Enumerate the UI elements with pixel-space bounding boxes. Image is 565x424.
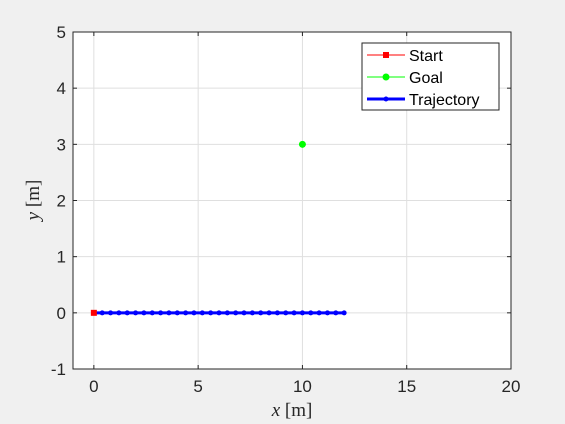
y-tick-label: -1	[51, 360, 66, 379]
trajectory-point	[166, 310, 171, 315]
trajectory-point	[225, 310, 230, 315]
legend-goal-marker	[383, 74, 390, 81]
trajectory-point	[200, 310, 205, 315]
y-tick-label: 2	[57, 192, 66, 211]
start-point	[91, 310, 97, 316]
trajectory-point	[342, 310, 347, 315]
legend-label-trajectory: Trajectory	[409, 92, 480, 109]
trajectory-point	[100, 310, 105, 315]
y-tick-label: 4	[57, 79, 66, 98]
goal-point	[299, 141, 306, 148]
trajectory-point	[175, 310, 180, 315]
trajectory-point	[275, 310, 280, 315]
trajectory-point	[325, 310, 330, 315]
y-axis-label: y [m]	[23, 180, 44, 223]
trajectory-point	[183, 310, 188, 315]
trajectory-point	[191, 310, 196, 315]
y-tick-label: 5	[57, 23, 66, 42]
x-axis-label: x [m]	[271, 400, 313, 421]
y-tick-label: 3	[57, 135, 66, 154]
trajectory-point	[250, 310, 255, 315]
trajectory-point	[333, 310, 338, 315]
x-tick-label: 5	[193, 377, 202, 396]
legend-label-start: Start	[409, 48, 443, 65]
trajectory-point	[125, 310, 130, 315]
x-tick-label: 15	[397, 377, 416, 396]
trajectory-point	[233, 310, 238, 315]
trajectory-point	[292, 310, 297, 315]
trajectory-point	[208, 310, 213, 315]
y-tick-label: 1	[57, 248, 66, 267]
x-tick-label: 0	[89, 377, 98, 396]
trajectory-point	[283, 310, 288, 315]
trajectory-point	[267, 310, 272, 315]
trajectory-point	[150, 310, 155, 315]
trajectory-point	[308, 310, 313, 315]
trajectory-point	[108, 310, 113, 315]
trajectory-point	[116, 310, 121, 315]
legend: Start Goal Trajectory	[362, 43, 499, 110]
trajectory-point	[133, 310, 138, 315]
y-tick-label: 0	[57, 304, 66, 323]
trajectory-point	[258, 310, 263, 315]
trajectory-point	[141, 310, 146, 315]
trajectory-point	[217, 310, 222, 315]
trajectory-point	[158, 310, 163, 315]
legend-start-marker	[383, 52, 389, 58]
trajectory-point	[300, 310, 305, 315]
trajectory-point	[242, 310, 247, 315]
trajectory-point	[317, 310, 322, 315]
legend-label-goal: Goal	[409, 70, 443, 87]
x-tick-label: 10	[293, 377, 312, 396]
legend-trajectory-marker	[384, 97, 389, 102]
x-tick-label: 20	[502, 377, 521, 396]
